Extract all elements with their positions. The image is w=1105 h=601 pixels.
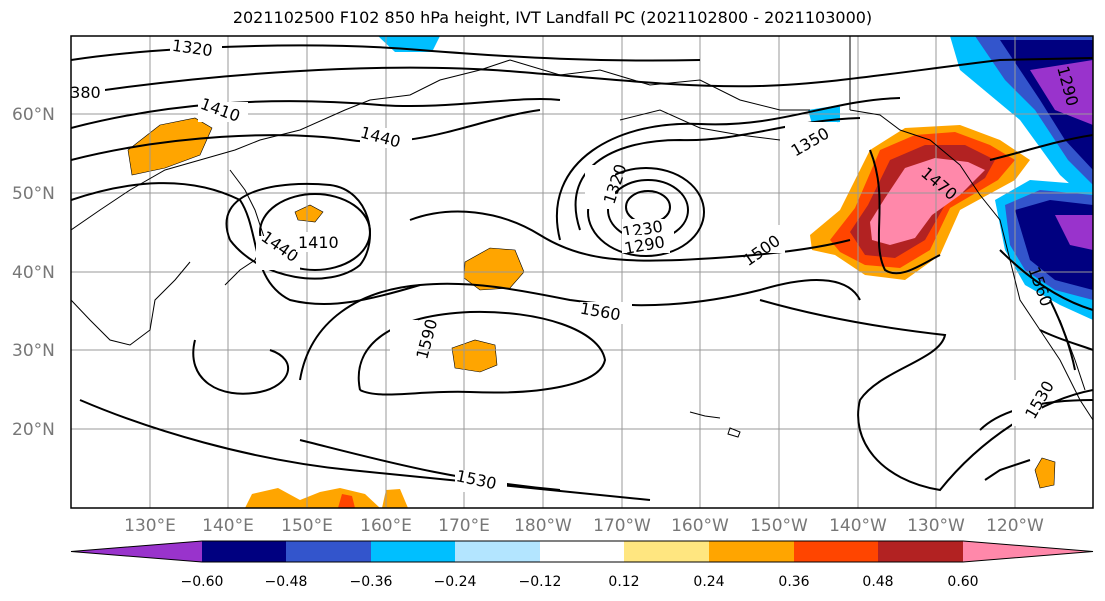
- colorbar-tick: 0.60: [947, 574, 978, 590]
- colorbar-tick: 0.36: [778, 574, 809, 590]
- map-panel: 1320 1380 1410 1440 1350 1320 1230 1290 …: [60, 36, 1093, 508]
- contour-label: 1410: [298, 233, 339, 252]
- colorbar-cell: [794, 541, 878, 562]
- colorbar-tick: −0.48: [265, 574, 308, 590]
- lon-label: 130°E: [124, 516, 176, 536]
- colorbar-outline: [70, 540, 1094, 563]
- map-title: 2021102500 F102 850 hPa height, IVT Land…: [232, 8, 873, 27]
- longitude-labels: 130°E 140°E 150°E 160°E 170°E 180°W 170°…: [124, 516, 1044, 536]
- colorbar-cell: [455, 541, 540, 562]
- colorbar-tick: 0.24: [693, 574, 724, 590]
- lat-label: 20°N: [12, 420, 55, 440]
- colorbar-tick: −0.12: [519, 574, 562, 590]
- colorbar-ticks: −0.60 −0.48 −0.36 −0.24 −0.12 0.12 0.24 …: [181, 574, 979, 590]
- colorbar-cell: [624, 541, 709, 562]
- lon-label: 170°W: [593, 516, 651, 536]
- colorbar-cell: [963, 541, 1093, 562]
- lon-label: 130°W: [907, 516, 965, 536]
- lon-label: 150°E: [281, 516, 333, 536]
- height-contours: [71, 44, 1093, 501]
- coastlines: [71, 36, 1093, 438]
- lat-label: 50°N: [12, 184, 55, 204]
- map-frame: [70, 35, 1094, 509]
- colorbar-tick: −0.24: [434, 574, 477, 590]
- lon-label: 180°W: [514, 516, 572, 536]
- lat-label: 40°N: [12, 263, 55, 283]
- lon-label: 160°E: [360, 516, 412, 536]
- lon-label: 150°W: [750, 516, 808, 536]
- colorbar-tick: 0.48: [862, 574, 893, 590]
- lat-label: 60°N: [12, 105, 55, 125]
- colorbar-cell: [371, 541, 455, 562]
- colorbar-cell: [202, 541, 286, 562]
- contour-label: 1380: [60, 83, 101, 102]
- latitude-labels: 60°N 50°N 40°N 30°N 20°N: [12, 105, 55, 440]
- colorbar-cell: [709, 541, 794, 562]
- lon-label: 170°E: [438, 516, 490, 536]
- colorbar-tick: −0.36: [350, 574, 393, 590]
- colorbar: −0.60 −0.48 −0.36 −0.24 −0.12 0.12 0.24 …: [70, 540, 1094, 590]
- lon-label: 140°E: [202, 516, 254, 536]
- lat-label: 30°N: [12, 341, 55, 361]
- ivt-shading: [127, 36, 1093, 508]
- colorbar-cell: [286, 541, 371, 562]
- lon-label: 140°W: [829, 516, 887, 536]
- colorbar-tick: 0.12: [608, 574, 639, 590]
- colorbar-cell: [71, 541, 202, 562]
- colorbar-cell: [878, 541, 963, 562]
- colorbar-tick: −0.60: [181, 574, 224, 590]
- lon-label: 120°W: [986, 516, 1044, 536]
- lon-label: 160°W: [671, 516, 729, 536]
- colorbar-cell: [540, 541, 624, 562]
